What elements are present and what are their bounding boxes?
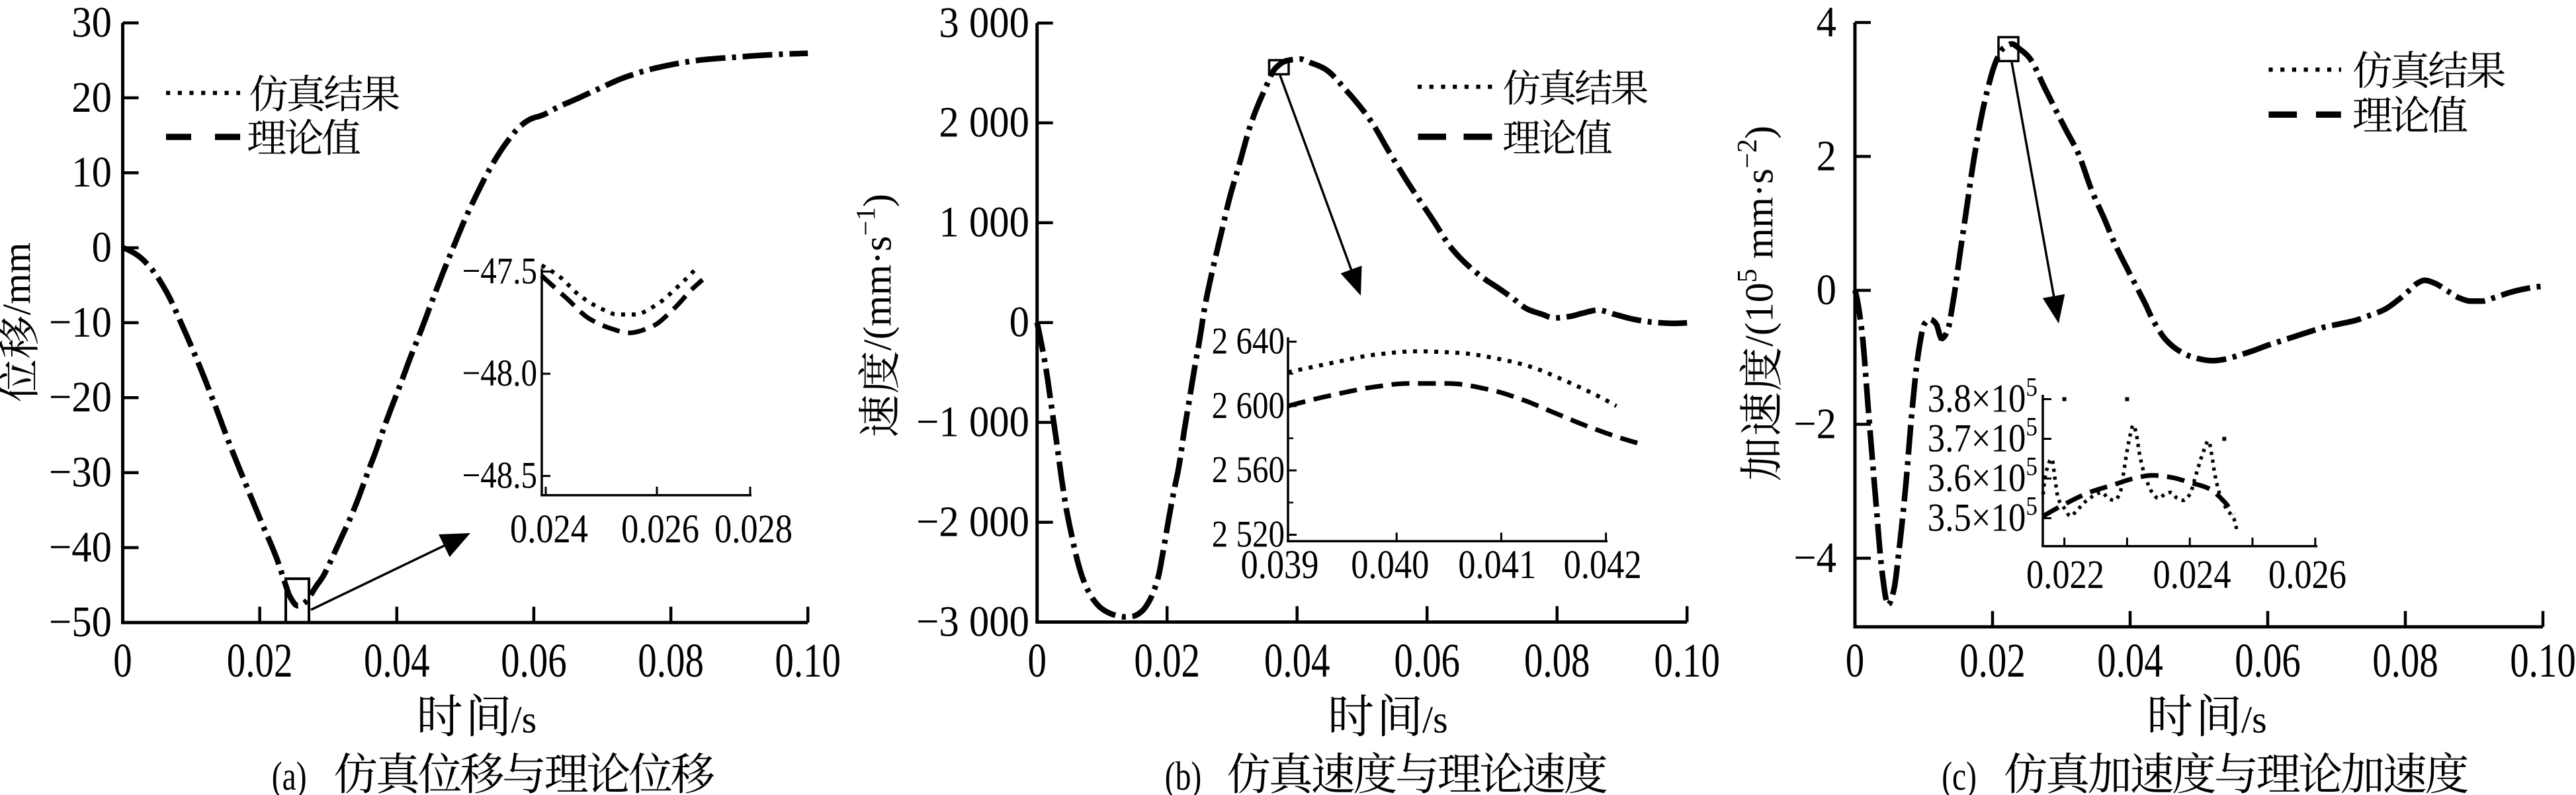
svg-text:0.10: 0.10 bbox=[2510, 634, 2576, 687]
svg-text:−30: −30 bbox=[49, 447, 112, 496]
svg-text:2 560: 2 560 bbox=[1212, 450, 1285, 491]
svg-text:/s: /s bbox=[511, 698, 537, 741]
svg-text:0: 0 bbox=[1846, 634, 1864, 687]
svg-text:0: 0 bbox=[1027, 634, 1046, 687]
svg-text:5: 5 bbox=[1733, 269, 1763, 282]
svg-text:−2: −2 bbox=[1793, 399, 1836, 448]
svg-text:): ) bbox=[1738, 126, 1782, 139]
svg-text:0: 0 bbox=[1009, 297, 1029, 346]
svg-text:0.08: 0.08 bbox=[2372, 634, 2438, 687]
svg-text:0.10: 0.10 bbox=[1654, 634, 1720, 687]
svg-text:−50: −50 bbox=[49, 597, 112, 646]
svg-text:0.024: 0.024 bbox=[2153, 552, 2231, 597]
svg-text:0.06: 0.06 bbox=[1394, 634, 1460, 687]
svg-text:−20: −20 bbox=[49, 372, 112, 421]
svg-text:−2 000: −2 000 bbox=[916, 497, 1029, 546]
svg-text:1 000: 1 000 bbox=[939, 197, 1029, 246]
svg-text:0.039: 0.039 bbox=[1240, 542, 1318, 587]
svg-text:−40: −40 bbox=[49, 522, 112, 571]
svg-text:0.02: 0.02 bbox=[1959, 634, 2026, 687]
svg-text:0.026: 0.026 bbox=[621, 507, 699, 552]
svg-text:3.8×10: 3.8×10 bbox=[1928, 377, 2026, 421]
svg-text:5: 5 bbox=[2026, 452, 2038, 481]
svg-text:−4: −4 bbox=[1793, 533, 1836, 582]
svg-text:0: 0 bbox=[113, 634, 132, 687]
svg-text:3.5×10: 3.5×10 bbox=[1928, 496, 2026, 540]
svg-text:−10: −10 bbox=[49, 297, 112, 346]
svg-text:/(10: /(10 bbox=[1738, 282, 1782, 347]
svg-text:(b): (b) bbox=[1165, 753, 1201, 795]
svg-text:0.040: 0.040 bbox=[1351, 542, 1429, 587]
svg-text:0.024: 0.024 bbox=[510, 507, 588, 552]
svg-text:0.042: 0.042 bbox=[1564, 542, 1642, 587]
svg-text:/s: /s bbox=[2241, 698, 2267, 741]
svg-text:5: 5 bbox=[2026, 412, 2038, 442]
svg-text:0.026: 0.026 bbox=[2268, 552, 2346, 597]
svg-text:−48.5: −48.5 bbox=[462, 455, 537, 496]
svg-text:0.022: 0.022 bbox=[2026, 552, 2104, 597]
svg-text:0.06: 0.06 bbox=[501, 634, 567, 687]
svg-text:20: 20 bbox=[71, 72, 112, 121]
svg-text:3.6×10: 3.6×10 bbox=[1928, 456, 2026, 500]
svg-text:0.06: 0.06 bbox=[2235, 634, 2301, 687]
svg-text:0.08: 0.08 bbox=[638, 634, 704, 687]
svg-text:4: 4 bbox=[1817, 0, 1836, 46]
svg-text:−2: −2 bbox=[1733, 139, 1763, 169]
svg-text:0: 0 bbox=[92, 222, 112, 271]
svg-text:−1: −1 bbox=[850, 207, 880, 236]
svg-text:(a): (a) bbox=[272, 753, 307, 795]
svg-text:2: 2 bbox=[1817, 131, 1836, 180]
svg-text:0.028: 0.028 bbox=[714, 507, 793, 552]
svg-text:/(mm·s: /(mm·s bbox=[856, 236, 900, 351]
svg-text:3 000: 3 000 bbox=[939, 0, 1029, 46]
svg-text:2 520: 2 520 bbox=[1212, 514, 1285, 555]
svg-text:0.02: 0.02 bbox=[1134, 634, 1200, 687]
svg-text:0.04: 0.04 bbox=[364, 634, 430, 687]
svg-text:0.08: 0.08 bbox=[1524, 634, 1590, 687]
svg-text:0: 0 bbox=[1817, 265, 1836, 314]
svg-text:): ) bbox=[856, 194, 900, 207]
svg-text:3.7×10: 3.7×10 bbox=[1928, 417, 2026, 460]
svg-text:10: 10 bbox=[71, 147, 112, 196]
svg-text:−47.5: −47.5 bbox=[462, 251, 537, 292]
svg-text:/s: /s bbox=[1422, 698, 1448, 741]
svg-text:−1 000: −1 000 bbox=[916, 397, 1029, 446]
svg-text:−48.0: −48.0 bbox=[462, 353, 537, 394]
svg-text:(c): (c) bbox=[1942, 753, 1977, 795]
svg-text:−3 000: −3 000 bbox=[916, 597, 1029, 646]
svg-text:0.04: 0.04 bbox=[2097, 634, 2163, 687]
svg-text:mm·s: mm·s bbox=[1738, 169, 1782, 269]
svg-text:5: 5 bbox=[2026, 491, 2038, 521]
svg-text:0.10: 0.10 bbox=[775, 634, 841, 687]
svg-text:2 600: 2 600 bbox=[1212, 386, 1285, 427]
svg-text:2 000: 2 000 bbox=[939, 97, 1029, 146]
svg-text:2 640: 2 640 bbox=[1212, 321, 1285, 362]
svg-text:/mm: /mm bbox=[0, 242, 39, 315]
svg-text:30: 30 bbox=[71, 0, 112, 46]
svg-text:0.02: 0.02 bbox=[227, 634, 293, 687]
svg-text:5: 5 bbox=[2026, 372, 2038, 402]
svg-text:0.041: 0.041 bbox=[1458, 542, 1536, 587]
svg-text:0.04: 0.04 bbox=[1264, 634, 1330, 687]
